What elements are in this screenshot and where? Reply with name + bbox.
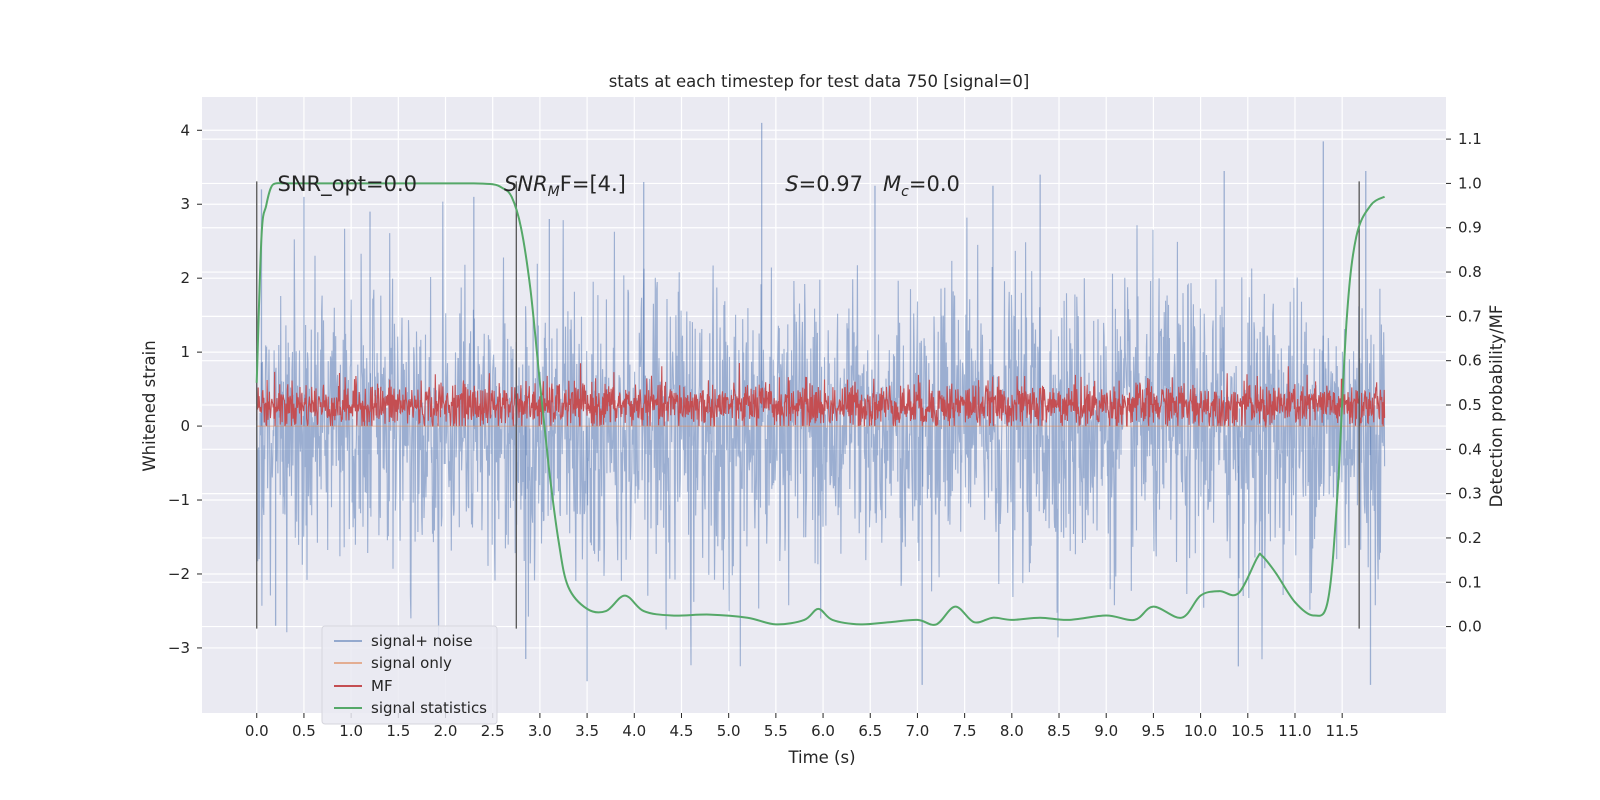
y-right-tick-label: 0.9 [1458,219,1482,237]
y-axis-label: Whitened strain [140,340,159,471]
annotation-s-symbol: S [785,172,798,196]
x-tick-label: 4.0 [622,722,646,740]
y-right-tick-label: 0.7 [1458,307,1482,325]
y-tick-label: −3 [168,639,190,657]
y-right-tick-label: 0.0 [1458,618,1482,636]
y-right-tick-label: 0.2 [1458,529,1482,547]
x-tick-label: 3.0 [528,722,552,740]
y-tick-label: 1 [180,343,190,361]
x-tick-label: 7.0 [906,722,930,740]
x-tick-label: 2.0 [434,722,458,740]
annotation-mc-symbol: M [883,172,901,196]
x-tick-label: 6.0 [811,722,835,740]
x-tick-label: 8.5 [1047,722,1071,740]
signal-statistics-line [255,182,1386,626]
annotation-mc-value: =0.0 [909,172,960,196]
y-axis-ticks: −3 −2 −1 0 1 2 3 4 [168,121,202,657]
x-axis-ticks: 0.0 0.5 1.0 1.5 2.0 2.5 3.0 3.5 4.0 4.5 5.0 5.5 6.0 6… [245,713,1359,740]
y-right-tick-label: 0.3 [1458,485,1482,503]
x-tick-label: 4.5 [670,722,694,740]
y-tick-label: −1 [168,491,190,509]
chart-title: stats at each timestep for test data 750… [609,72,1030,91]
y-axis-right-label: Detection probability/MF [1487,305,1506,508]
annotation-s-value: =0.97 [799,172,883,196]
annotation-snr-mf-subscript: M [548,184,560,200]
legend-label-signal-only: signal only [371,654,452,672]
y-tick-label: 3 [180,195,190,213]
legend-entry-signal-noise: signal+ noise [334,632,473,650]
x-tick-label: 10.5 [1231,722,1264,740]
x-tick-label: 9.0 [1094,722,1118,740]
legend-box [321,625,498,725]
x-tick-label: 5.0 [717,722,741,740]
x-axis-label: Time (s) [787,748,855,767]
legend-label-signal-statistics: signal statistics [371,699,487,717]
x-tick-label: 2.5 [481,722,505,740]
y-tick-label: 2 [180,269,190,287]
legend: signal+ noise signal only MF signal stat… [321,625,498,725]
y-tick-label: −2 [168,565,190,583]
x-tick-label: 8.0 [1000,722,1024,740]
x-tick-label: 9.5 [1141,722,1165,740]
signal-noise-series [256,122,1386,685]
x-tick-label: 1.5 [386,722,410,740]
annotation-mc-subscript: c [901,184,909,200]
x-tick-label: 7.5 [953,722,977,740]
legend-entry-signal-only: signal only [334,654,452,672]
annotation-s-mc: S=0.97 Mc=0.0 [785,172,960,200]
mf-trace [256,362,1386,429]
x-tick-label: 0.0 [245,722,269,740]
x-tick-label: 3.5 [575,722,599,740]
y-tick-label: 4 [180,121,190,139]
x-tick-label: 0.5 [292,722,316,740]
annotation-snr-opt: SNR_opt=0.0 [278,172,418,197]
y-tick-label: 0 [180,417,190,435]
x-tick-label: 11.0 [1278,722,1311,740]
y-right-tick-label: 1.0 [1458,174,1482,192]
signal-statistics-series [255,182,1386,626]
x-tick-label: 1.0 [339,722,363,740]
x-tick-label: 10.0 [1184,722,1217,740]
y-right-tick-label: 0.5 [1458,396,1482,414]
legend-label-mf: MF [371,677,393,695]
annotation-snr-mf-symbol: SNR [504,172,548,196]
legend-entry-signal-statistics: signal statistics [334,699,487,717]
legend-label-signal-noise: signal+ noise [371,632,473,650]
x-tick-label: 5.5 [764,722,788,740]
annotation-snr-mf-value: F=[4.] [560,172,626,196]
legend-entry-mf: MF [334,677,393,695]
annotation-snr-mf: SNRMF=[4.] [504,172,626,200]
y-right-tick-label: 0.1 [1458,573,1482,591]
y-right-tick-label: 1.1 [1458,130,1482,148]
y-right-tick-label: 0.4 [1458,440,1482,458]
x-tick-label: 11.5 [1325,722,1358,740]
y-axis-right-ticks: 0.0 0.1 0.2 0.3 0.4 0.5 0.6 0.7 0.8 0.9 1.0 1.1 [1446,130,1482,636]
mf-series [256,362,1386,429]
y-right-tick-label: 0.8 [1458,263,1482,281]
vertical-markers [256,181,1360,629]
x-tick-label: 6.5 [858,722,882,740]
annotations: SNR_opt=0.0 SNRMF=[4.] S=0.97 Mc=0.0 [278,172,960,200]
y-right-tick-label: 0.6 [1458,352,1482,370]
